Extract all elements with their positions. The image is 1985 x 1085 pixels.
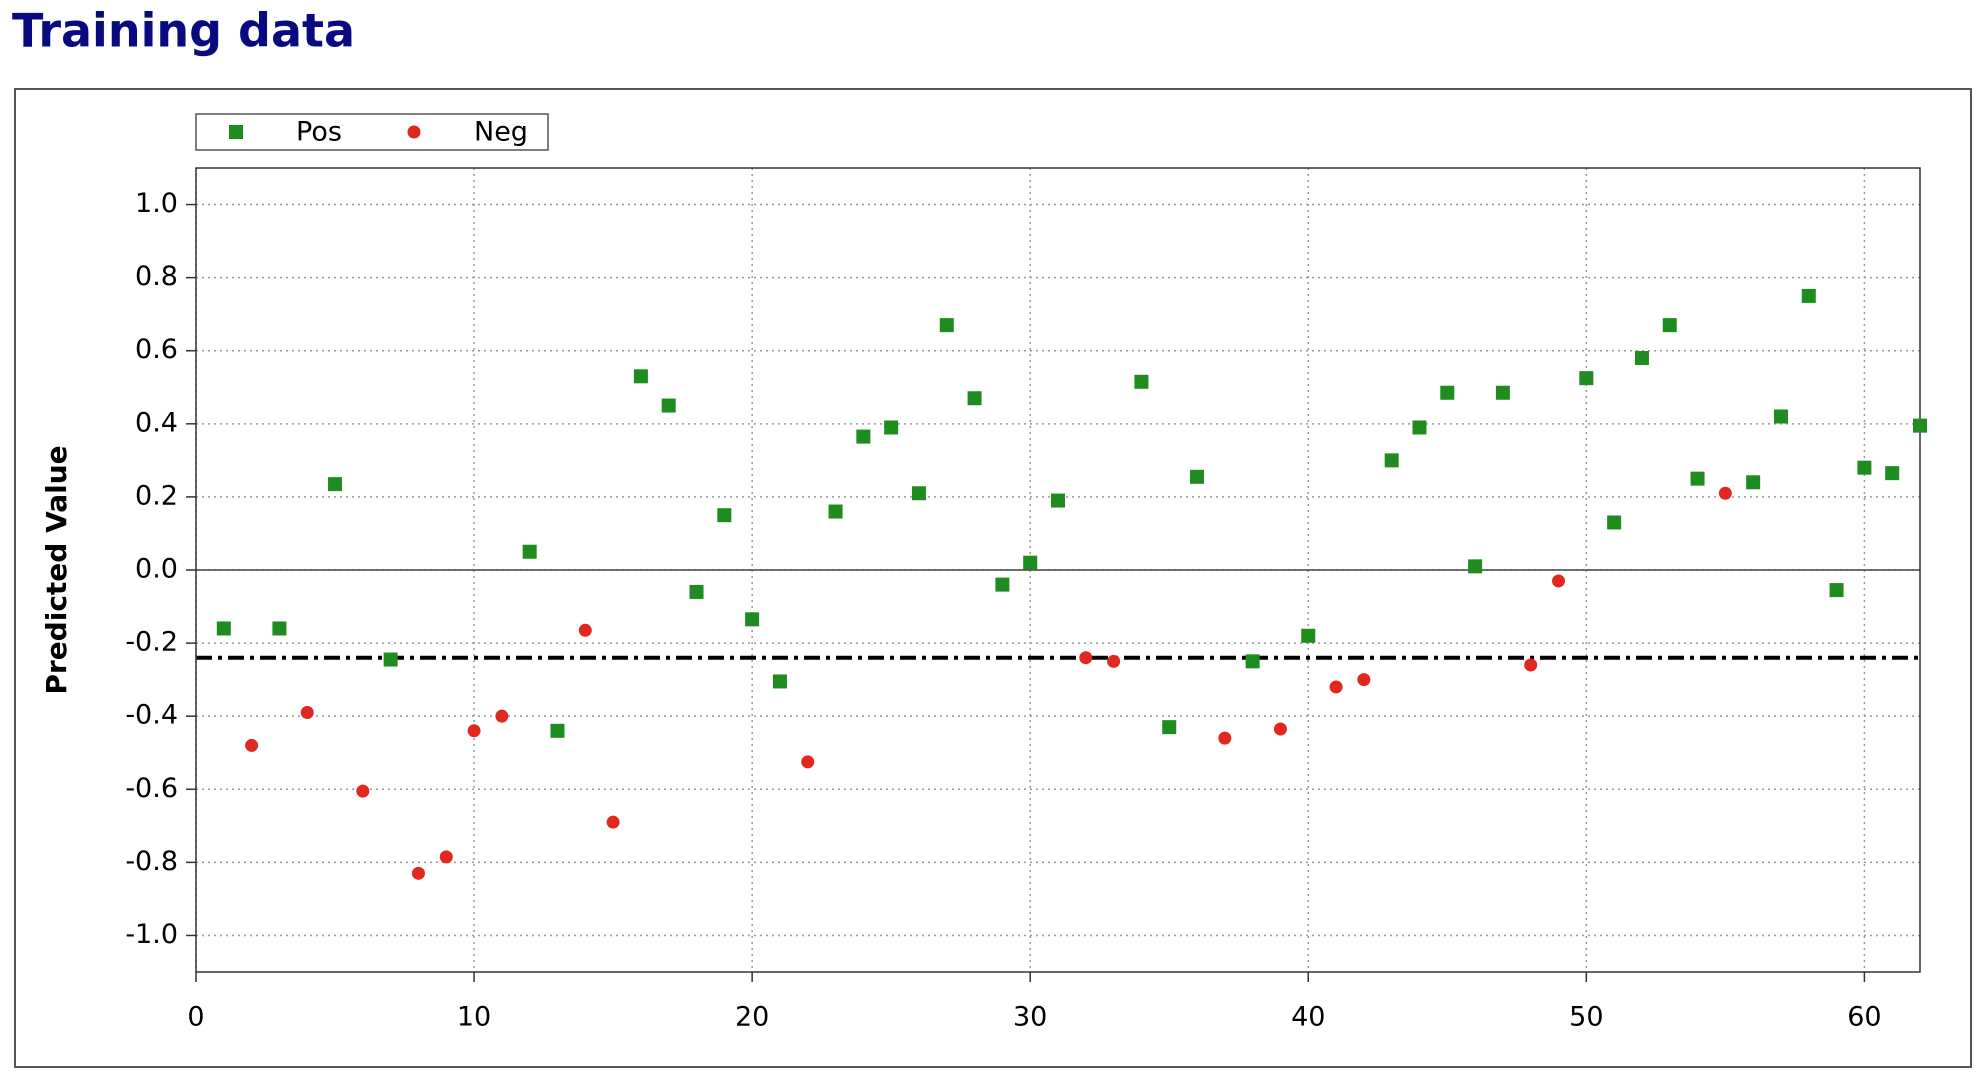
y-tick-label: 0.4: [135, 407, 178, 438]
pos-marker: [1495, 385, 1510, 400]
neg-marker: [300, 706, 314, 720]
pos-marker: [717, 508, 732, 523]
pos-marker: [939, 318, 954, 333]
legend-marker: [407, 125, 421, 139]
pos-marker: [1690, 471, 1705, 486]
pos-marker: [1773, 409, 1788, 424]
pos-marker: [745, 612, 760, 627]
y-tick-label: -0.6: [125, 773, 178, 804]
x-tick-label: 0: [187, 1002, 204, 1033]
y-tick-label: 0.0: [135, 554, 178, 585]
pos-marker: [911, 486, 926, 501]
pos-marker: [1662, 318, 1677, 333]
neg-marker: [578, 623, 592, 637]
neg-marker: [1718, 486, 1732, 500]
neg-marker: [439, 850, 453, 864]
neg-marker: [606, 815, 620, 829]
pos-marker: [1913, 418, 1927, 433]
pos-marker: [328, 477, 343, 492]
chart-frame: [14, 88, 1972, 1068]
pos-marker: [828, 504, 843, 519]
pos-marker: [216, 621, 231, 636]
pos-marker: [1162, 720, 1177, 735]
pos-marker: [995, 577, 1010, 592]
y-tick-label: 0.8: [135, 261, 178, 292]
pos-marker: [1384, 453, 1399, 468]
y-tick-label: -1.0: [125, 919, 178, 950]
pos-marker: [522, 544, 537, 559]
pos-marker: [1023, 555, 1038, 570]
x-tick-label: 60: [1847, 1002, 1881, 1033]
pos-marker: [1190, 469, 1205, 484]
y-tick-label: -0.4: [125, 700, 178, 731]
neg-marker: [1329, 680, 1343, 694]
pos-marker: [1746, 475, 1761, 490]
x-tick-label: 50: [1569, 1002, 1603, 1033]
neg-marker: [1218, 731, 1232, 745]
y-tick-label: 0.6: [135, 334, 178, 365]
pos-marker: [1579, 371, 1594, 386]
pos-marker: [1634, 351, 1649, 366]
x-tick-label: 10: [457, 1002, 491, 1033]
neg-marker: [1552, 574, 1566, 588]
legend-label: Pos: [296, 117, 342, 148]
pos-marker: [1440, 385, 1455, 400]
y-tick-label: 1.0: [135, 188, 178, 219]
pos-marker: [1412, 420, 1427, 435]
x-tick-label: 40: [1291, 1002, 1325, 1033]
pos-marker: [772, 674, 787, 689]
pos-marker: [689, 584, 704, 599]
x-tick-label: 30: [1013, 1002, 1047, 1033]
neg-marker: [1273, 722, 1287, 736]
neg-marker: [411, 866, 425, 880]
neg-marker: [245, 738, 259, 752]
legend-label: Neg: [474, 117, 528, 148]
pos-marker: [1857, 460, 1872, 475]
plot-border: [195, 167, 1921, 973]
neg-marker: [467, 724, 481, 738]
pos-marker: [661, 398, 676, 413]
pos-marker: [1245, 654, 1260, 669]
neg-marker: [1357, 673, 1371, 687]
pos-marker: [1051, 493, 1065, 508]
pos-marker: [633, 369, 648, 384]
pos-marker: [1801, 288, 1816, 303]
neg-marker: [1079, 651, 1093, 665]
pos-marker: [1607, 515, 1622, 530]
pos-marker: [1301, 628, 1316, 643]
chart-title: Training data: [12, 4, 355, 58]
neg-marker: [1524, 658, 1538, 672]
pos-marker: [1468, 559, 1483, 574]
legend-box: [195, 113, 549, 151]
neg-marker: [801, 755, 815, 769]
x-tick-label: 20: [735, 1002, 769, 1033]
pos-marker: [967, 391, 982, 406]
legend-marker: [229, 125, 243, 139]
pos-marker: [383, 652, 398, 667]
pos-marker: [550, 723, 565, 738]
pos-marker: [1829, 583, 1844, 598]
pos-marker: [1885, 466, 1900, 481]
y-tick-label: -0.2: [125, 627, 178, 658]
y-tick-label: -0.8: [125, 846, 178, 877]
neg-marker: [356, 784, 370, 798]
y-tick-label: 0.2: [135, 480, 178, 511]
pos-marker: [856, 429, 871, 444]
pos-marker: [272, 621, 287, 636]
pos-marker: [884, 420, 899, 435]
pos-marker: [1134, 374, 1149, 389]
neg-marker: [495, 709, 509, 723]
y-axis-label: Predicted Value: [40, 445, 73, 694]
neg-marker: [1107, 654, 1121, 668]
